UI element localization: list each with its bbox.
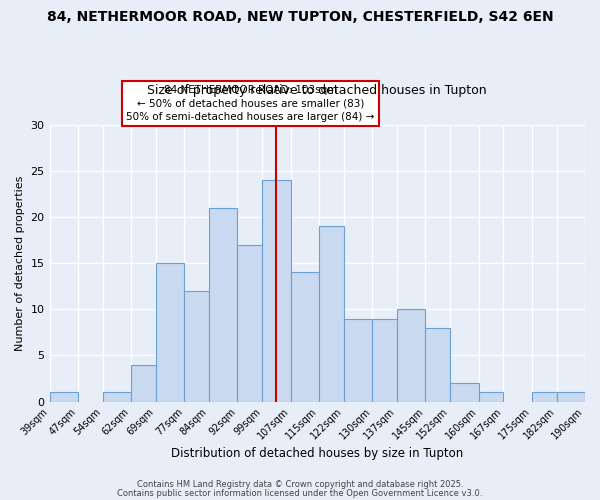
Bar: [262, 180, 290, 402]
Y-axis label: Number of detached properties: Number of detached properties: [15, 176, 25, 351]
Bar: [50, 392, 78, 402]
Bar: [209, 208, 238, 402]
Bar: [450, 383, 479, 402]
X-axis label: Distribution of detached houses by size in Tupton: Distribution of detached houses by size …: [171, 447, 463, 460]
Bar: [425, 328, 450, 402]
Bar: [238, 244, 262, 402]
Bar: [184, 291, 209, 402]
Bar: [479, 392, 503, 402]
Text: Contains public sector information licensed under the Open Government Licence v3: Contains public sector information licen…: [118, 488, 482, 498]
Text: 84 NETHERMOOR ROAD: 103sqm
← 50% of detached houses are smaller (83)
50% of semi: 84 NETHERMOOR ROAD: 103sqm ← 50% of deta…: [126, 86, 374, 122]
Bar: [156, 263, 184, 402]
Bar: [532, 392, 557, 402]
Bar: [319, 226, 344, 402]
Text: Contains HM Land Registry data © Crown copyright and database right 2025.: Contains HM Land Registry data © Crown c…: [137, 480, 463, 489]
Bar: [372, 318, 397, 402]
Bar: [557, 392, 585, 402]
Bar: [131, 364, 156, 402]
Bar: [103, 392, 131, 402]
Text: 84, NETHERMOOR ROAD, NEW TUPTON, CHESTERFIELD, S42 6EN: 84, NETHERMOOR ROAD, NEW TUPTON, CHESTER…: [47, 10, 553, 24]
Title: Size of property relative to detached houses in Tupton: Size of property relative to detached ho…: [148, 84, 487, 97]
Bar: [397, 310, 425, 402]
Bar: [344, 318, 372, 402]
Bar: [290, 272, 319, 402]
